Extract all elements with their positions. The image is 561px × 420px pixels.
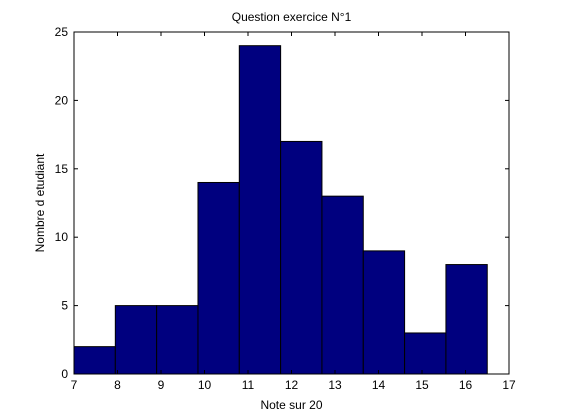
histogram-bar-3 (156, 305, 199, 375)
y-axis-label: Nombre d etudiant (33, 153, 47, 252)
histogram-bar-9 (404, 332, 447, 375)
y-tick-label: 10 (55, 230, 69, 244)
x-tick-label: 9 (158, 378, 165, 392)
x-tick-label: 16 (459, 378, 473, 392)
x-tick-label: 7 (71, 378, 78, 392)
histogram-bar-1 (73, 346, 116, 375)
x-tick-label: 13 (328, 378, 342, 392)
x-tick-label: 14 (372, 378, 386, 392)
x-axis-label: Note sur 20 (260, 398, 322, 412)
y-tick-label: 15 (55, 162, 69, 176)
histogram-bar-5 (238, 45, 282, 375)
y-tick-label: 0 (61, 367, 68, 381)
x-tick-label: 11 (242, 378, 255, 392)
x-tick-label: 17 (502, 378, 516, 392)
y-tick-label: 5 (61, 299, 68, 313)
histogram-bar-10 (445, 264, 488, 375)
chart-title: Question exercice N°1 (232, 10, 352, 24)
histogram-bar-2 (114, 305, 158, 375)
histogram-bar-8 (362, 250, 406, 375)
x-tick-label: 10 (198, 378, 212, 392)
x-tick-label: 8 (114, 378, 121, 392)
y-tick-label: 20 (55, 93, 69, 107)
histogram-bar-4 (197, 181, 240, 375)
ticks-group: 7 8 9 10 11 12 13 14 15 16 17 0 5 10 15 20 25 (55, 25, 516, 392)
x-tick-label: 15 (415, 378, 429, 392)
bars-group (73, 45, 488, 375)
histogram-bar-7 (321, 195, 364, 375)
histogram-bar-6 (280, 140, 323, 375)
y-tick-label: 25 (55, 25, 69, 39)
x-tick-label: 12 (285, 378, 299, 392)
